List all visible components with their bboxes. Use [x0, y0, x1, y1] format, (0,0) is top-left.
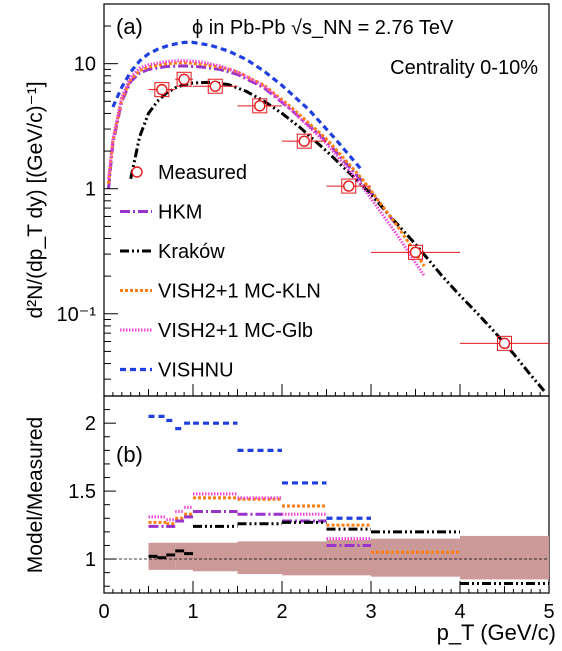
chart-title: ϕ in Pb-Pb √s_NN = 2.76 TeV [192, 17, 454, 39]
band-segment [371, 538, 460, 577]
measured-markers [148, 71, 549, 351]
x-axis-title: p_T (GeV/c) [437, 620, 556, 645]
series-line-vishnu [111, 40, 364, 172]
band-segment [460, 535, 549, 580]
measured-point [298, 135, 310, 147]
x-tick-label: 1 [187, 601, 198, 623]
y-tick-label-b: 1.5 [68, 481, 96, 503]
ratio-layer [148, 414, 549, 585]
y-tick-label-b: 1 [85, 549, 96, 571]
uncertainty-band [148, 535, 549, 580]
legend-marker-measured [131, 166, 143, 178]
measured-point [209, 80, 221, 92]
band-segment [282, 541, 327, 576]
panel-a-label: (a) [116, 14, 143, 39]
band-segment [175, 542, 193, 570]
y-axis-title-b: Model/Measured [24, 417, 47, 573]
measured-point [343, 180, 355, 192]
series-line-krak-w [129, 80, 546, 393]
measured-point [254, 100, 266, 112]
series-line-vish2-1-mc-kln [107, 61, 426, 268]
chart-subtitle: Centrality 0-10% [390, 57, 538, 79]
legend-label-hkm: HKM [158, 202, 202, 224]
y-tick-label-b: 2 [85, 413, 96, 435]
legend-label-vishnu: VISHNU [158, 360, 234, 382]
x-tick-label: 5 [543, 601, 554, 623]
band-segment [237, 541, 282, 574]
y-tick-label-a: 10⁻¹ [57, 304, 97, 326]
y-axis-title-a: d²N/(dp_T dy) [(GeV/c)⁻¹] [24, 81, 47, 318]
y-tick-label-a: 10 [74, 54, 96, 76]
measured-point [178, 73, 190, 85]
band-segment [193, 542, 238, 572]
x-tick-label: 4 [454, 601, 465, 623]
legend-label-vish2-1-mc-kln: VISH2+1 MC-KLN [158, 281, 321, 303]
measured-point [409, 246, 422, 259]
measured-point [498, 337, 511, 350]
x-tick-label: 2 [276, 601, 287, 623]
y-tick-label-a: 1 [85, 179, 96, 201]
measured-point [156, 83, 168, 96]
legend-label-vish2-1-mc-glb: VISH2+1 MC-Glb [158, 320, 313, 342]
series-line-vish2-1-mc-glb [107, 58, 426, 277]
legend: Measured HKM Kraków VISH2+1 MC-KLN VISH2+1 M… [120, 162, 321, 382]
panel-b-label: (b) [116, 442, 143, 467]
legend-label-krak-w: Kraków [158, 241, 225, 263]
axes: 0 1 2 3 4 5 10⁻¹ 1 10 1 1.5 2 [57, 3, 555, 623]
x-tick-label: 3 [365, 601, 376, 623]
x-tick-label: 0 [98, 601, 109, 623]
series-layer [107, 40, 546, 393]
legend-label-measured: Measured [158, 162, 247, 184]
